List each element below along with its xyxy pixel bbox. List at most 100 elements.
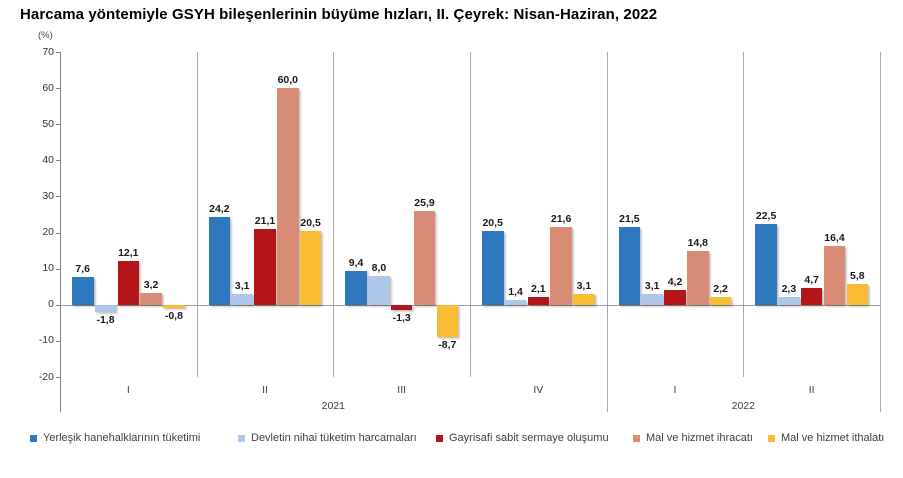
bar [800,287,823,305]
bar [482,230,504,305]
y-axis-tick [56,268,60,270]
bar [755,223,777,305]
legend-item: Gayrisafi sabit sermaye oluşumu [436,432,609,444]
bar [117,261,140,305]
legend-item: Yerleşik hanehalklarının tüketimi [30,432,200,444]
y-axis-tick-label: 60 [42,81,54,94]
bar [299,230,322,305]
bar [208,217,231,305]
bar-value-label: 20,5 [300,216,321,229]
bar [277,88,299,305]
zero-baseline [60,304,880,306]
year-label: 2022 [731,400,755,412]
bar [550,226,572,305]
category-label: IV [533,384,544,396]
bar-value-label: 7,6 [75,263,90,276]
bar [140,293,162,305]
bar-value-label: 3,2 [143,279,159,292]
bar-value-label: 16,4 [824,231,845,244]
group-separator-line [743,52,744,377]
bar [709,296,732,305]
legend-marker-icon [238,434,245,442]
y-axis-tick-label: 20 [42,226,54,239]
bar-value-label: 8,0 [371,261,387,274]
bar [823,245,846,305]
y-axis-tick [56,196,60,198]
bar-value-label: 9,4 [348,256,364,269]
category-label: I [673,384,677,396]
legend-label: Yerleşik hanehalklarının tüketimi [43,432,201,444]
category-label: II [808,384,815,396]
bar-value-label: 5,8 [849,269,865,282]
y-axis-tick-label: 0 [48,298,54,311]
bar-value-label: -1,8 [96,313,115,326]
y-axis-tick-label: 30 [42,189,54,202]
chart-title: Harcama yöntemiyle GSYH bileşenlerinin b… [20,6,658,23]
bar [778,296,800,305]
bar-value-label: -8,7 [438,338,457,351]
y-axis-tick-label: 70 [42,45,54,58]
bar [163,305,185,309]
bar-value-label: 1,4 [508,285,523,298]
bar [345,270,367,305]
bar-value-label: 21,6 [550,212,572,225]
bar-value-label: 3,1 [576,279,592,292]
legend-label: Mal ve hizmet ihracatı [646,432,753,444]
bar-value-label: 24,2 [209,203,230,216]
group-separator-line [470,52,471,377]
bar-value-label: 21,5 [619,213,640,226]
bar [436,305,458,337]
bar [504,299,527,305]
bar [72,277,94,305]
year-label: 2021 [321,400,345,412]
y-axis-tick [56,88,60,90]
bar-value-label: -1,3 [392,312,411,324]
legend-marker-icon [436,434,443,442]
bar [231,293,253,305]
bar-value-label: 2,1 [530,283,546,296]
bar-value-label: 4,7 [804,273,819,286]
bar [687,251,709,305]
bar-value-label: 2,2 [713,282,728,295]
y-axis-tick-label: 40 [42,153,54,166]
y-axis-tick-label: 50 [42,117,54,130]
bar [573,293,595,305]
bar [368,275,390,305]
group-separator-line [197,52,198,377]
y-axis-tick [56,377,60,378]
legend-label: Gayrisafi sabit sermaye oluşumu [449,432,609,444]
y-axis-tick [56,160,60,162]
bar-value-label: 3,1 [234,279,250,292]
bar-value-label: 21,1 [254,214,276,227]
legend-marker-icon [768,434,775,442]
y-axis-tick-label: -10 [38,334,54,347]
y-axis-tick [56,52,60,53]
y-axis-tick [56,124,60,126]
bar [846,283,868,305]
legend-item: Mal ve hizmet ihracatı [633,432,753,444]
y-axis-tick-label: 10 [42,262,54,275]
y-axis-tick [56,304,60,306]
bar [641,293,663,305]
bar-value-label: 25,9 [414,197,435,210]
bar-value-label: 14,8 [687,237,709,250]
legend-item: Devletin nihai tüketim harcamaları [238,432,417,444]
bar-value-label: 12,1 [118,247,139,260]
bar [413,211,436,305]
legend-item: Mal ve hizmet ithalatı [768,432,884,444]
y-axis-unit-label: (%) [38,30,53,41]
bar-value-label: 22,5 [755,209,777,222]
bar-value-label: 3,1 [644,279,660,292]
category-label: II [262,384,268,396]
year-separator-line [607,52,608,412]
category-label: III [397,384,407,396]
bar-value-label: 60,0 [277,74,299,87]
plot-right-border [880,52,881,412]
legend-marker-icon [633,434,640,442]
legend-label: Devletin nihai tüketim harcamaları [251,432,417,444]
bar-value-label: 20,5 [482,216,503,229]
category-label: I [126,384,130,396]
bar-value-label: 2,3 [781,282,797,295]
group-separator-line [333,52,334,377]
